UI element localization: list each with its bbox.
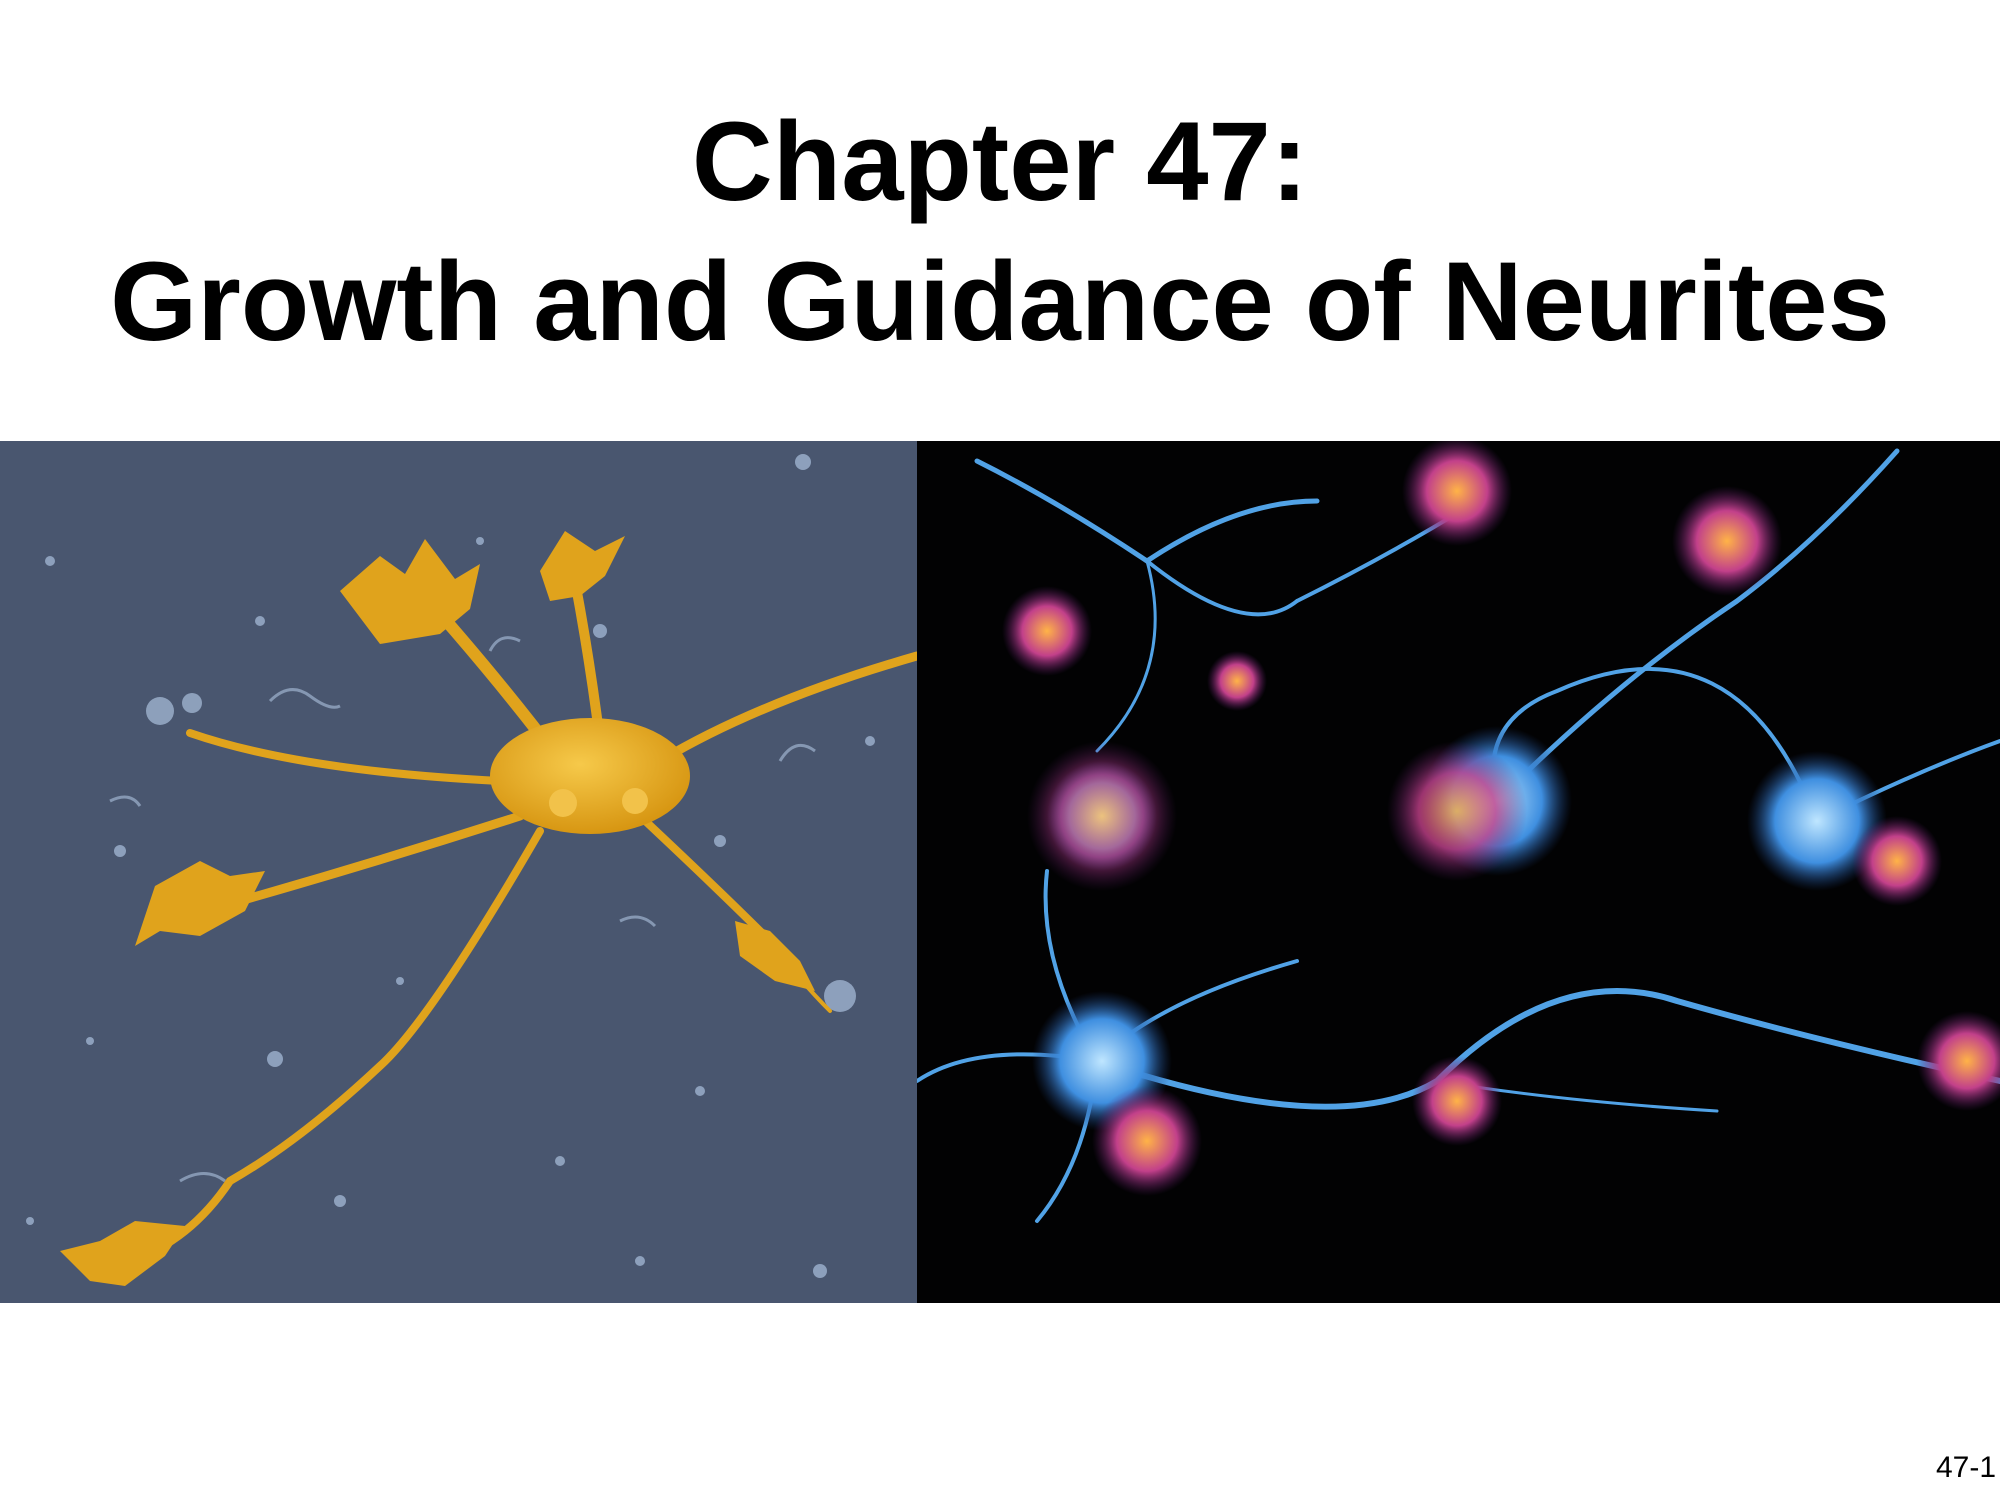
- cell-body: [490, 718, 690, 834]
- sem-neuron-drawing: [26, 454, 917, 1286]
- debris-particles: [26, 454, 875, 1278]
- title-line-2: Growth and Guidance of Neurites: [110, 239, 1890, 364]
- cell-bleb: [549, 789, 577, 817]
- slide-title: Chapter 47: Growth and Guidance of Neuri…: [0, 92, 2000, 372]
- growth-cones: [1002, 441, 2000, 1196]
- fluorescent-neurons-drawing: [917, 441, 2000, 1223]
- page-number: 47-1: [1935, 1451, 1996, 1484]
- neurites: [126, 576, 917, 1265]
- growth-cones: [60, 531, 815, 1286]
- title-line-1: Chapter 47:: [691, 99, 1309, 224]
- cell-bleb: [622, 788, 648, 814]
- fluorescent-neurons-micrograph-icon: [917, 441, 2000, 1303]
- debris-strands: [109, 636, 816, 1183]
- sem-neuron-micrograph-icon: [0, 441, 917, 1303]
